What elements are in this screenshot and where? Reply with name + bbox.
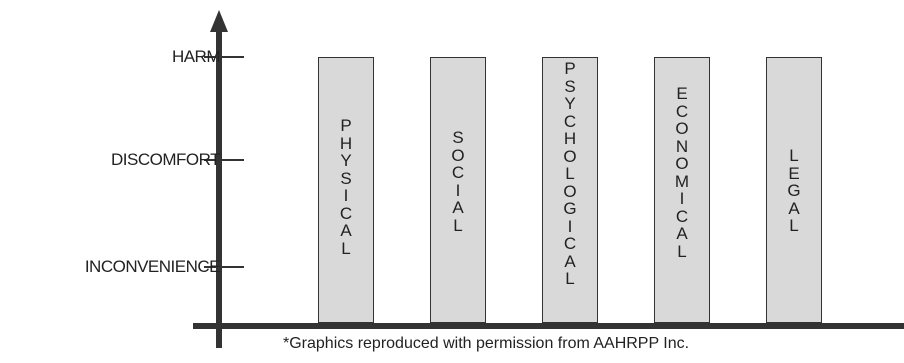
bar-label-letter: L: [453, 215, 463, 235]
bar-label-letter: I: [567, 216, 573, 236]
bar-label-letter: G: [787, 181, 801, 200]
bar-label-letter: L: [341, 238, 351, 258]
x-axis: [193, 323, 904, 329]
bar-label-letter: S: [564, 76, 576, 96]
bar-label-letter: S: [340, 168, 352, 188]
bar-label-letter: L: [565, 269, 575, 288]
bar-label-letter: I: [679, 189, 685, 208]
bar-label-letter: I: [343, 186, 349, 205]
level-label-inconvenience: INCONVENIENCE: [84, 257, 221, 276]
level-label-discomfort: DISCOMFORT: [111, 150, 220, 169]
bar-label-letter: E: [788, 163, 800, 183]
bar-label-letter: I: [455, 180, 461, 200]
bar-label-letter: H: [563, 129, 577, 148]
bar-label-letter: O: [563, 181, 577, 201]
bar-label-letter: C: [451, 163, 465, 182]
caption: *Graphics reproduced with permission fro…: [283, 335, 690, 352]
bar-label-letter: G: [563, 199, 577, 218]
bar-label-letter: A: [676, 224, 688, 243]
bar-label-letter: H: [339, 133, 353, 153]
bar-label-letter: A: [788, 198, 800, 218]
bar-label-letter: O: [563, 146, 577, 166]
bar-label-letter: E: [676, 84, 688, 103]
bar-label-letter: O: [675, 154, 689, 173]
bar-label-letter: P: [340, 116, 352, 135]
bar-label-letter: L: [677, 241, 687, 261]
bar-label-letter: S: [452, 128, 464, 147]
bar-label-letter: P: [564, 59, 576, 78]
bar-label-letter: Y: [564, 94, 576, 113]
bar-label-letter: O: [451, 145, 465, 165]
bar-label-letter: A: [564, 251, 576, 271]
bar-label-letter: L: [789, 216, 799, 235]
bar-label-letter: C: [563, 234, 577, 253]
y-axis-arrowhead: [210, 10, 228, 32]
bar-label-letter: L: [789, 146, 799, 165]
bar-label-letter: C: [675, 101, 689, 121]
bar-label-letter: L: [565, 164, 575, 183]
bar-label-letter: A: [340, 221, 352, 240]
bar-label-letter: A: [452, 198, 464, 217]
level-label-harm: HARM: [171, 47, 221, 66]
bar-label-letter: C: [563, 111, 577, 131]
bar-label-letter: C: [339, 203, 353, 223]
y-axis: [216, 28, 222, 348]
bar-label-letter: Y: [340, 151, 352, 170]
bar-label-letter: N: [675, 136, 689, 156]
bar-label-letter: M: [674, 171, 690, 191]
bar-label-letter: O: [675, 119, 689, 138]
bar-label-letter: C: [675, 206, 689, 226]
